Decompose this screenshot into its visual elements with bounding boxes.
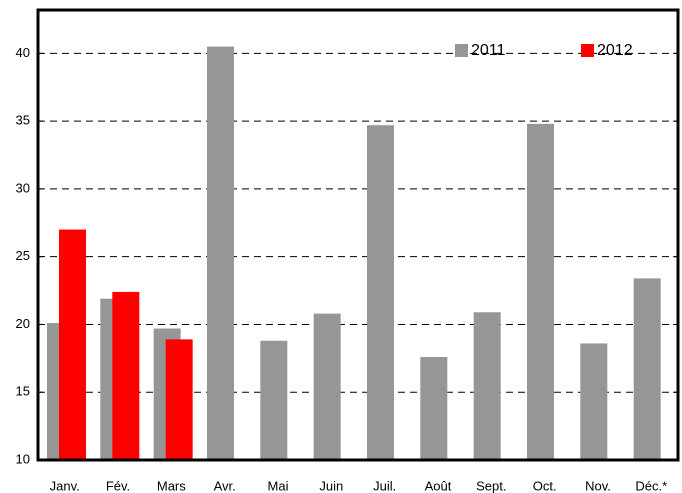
y-tick-label: 30 <box>16 180 30 195</box>
legend-label: 2012 <box>597 42 633 59</box>
x-tick-label: Juil. <box>373 478 396 493</box>
bar <box>580 343 608 460</box>
x-tick-label: Janv. <box>50 478 80 493</box>
bar <box>633 278 661 460</box>
y-tick-label: 20 <box>16 316 30 331</box>
x-tick-label: Nov. <box>585 478 611 493</box>
bar <box>165 339 193 460</box>
bar <box>473 312 501 460</box>
bar <box>59 229 86 460</box>
x-tick-label: Sept. <box>476 478 506 493</box>
y-tick-label: 15 <box>16 384 30 399</box>
bar <box>207 46 234 461</box>
plot-frame <box>36 8 680 462</box>
legend-swatch <box>455 44 468 57</box>
y-tick-label: 35 <box>16 113 30 128</box>
y-tick-label: 10 <box>16 451 30 466</box>
x-tick-label: Mars <box>157 478 186 493</box>
x-tick-label: Oct. <box>533 478 557 493</box>
bar <box>260 340 288 460</box>
bar <box>367 125 394 460</box>
x-tick-label: Juin <box>319 478 343 493</box>
bar <box>313 313 341 460</box>
bar <box>112 291 140 460</box>
bar <box>420 356 448 460</box>
y-tick-label: 25 <box>16 248 30 263</box>
y-tick-label: 40 <box>16 45 30 60</box>
x-tick-label: Août <box>425 478 452 493</box>
legend-swatch <box>581 44 594 57</box>
x-tick-label: Avr. <box>214 478 236 493</box>
x-tick-label: Mai <box>268 478 289 493</box>
x-tick-label: Déc.* <box>635 478 667 493</box>
x-tick-label: Fév. <box>106 478 130 493</box>
legend-label: 2011 <box>471 42 506 59</box>
bar <box>527 123 554 461</box>
